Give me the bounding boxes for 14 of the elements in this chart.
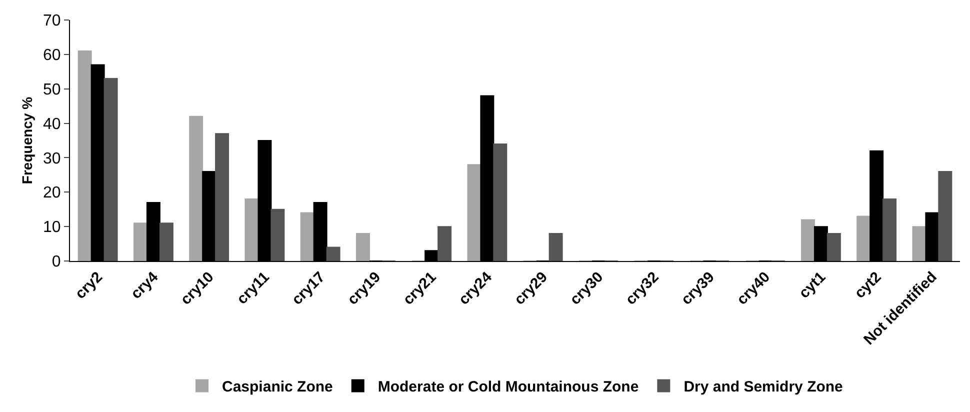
y-tick-label: 60 [43, 47, 61, 64]
y-tick-label: 10 [43, 219, 61, 236]
x-tick-label: cyt1 [796, 268, 830, 302]
x-tick-label: cyt2 [851, 268, 885, 302]
y-tick-label: 0 [52, 254, 61, 271]
y-tick-label: 40 [43, 116, 61, 133]
y-tick-label: 20 [43, 184, 61, 202]
y-tick-label: 30 [43, 150, 61, 168]
y-axis-title: Frequency % [19, 96, 35, 184]
y-tick-label: 70 [43, 12, 61, 30]
y-tick-label: 50 [43, 81, 61, 98]
legend-label: Moderate or Cold Mountainous Zone [378, 378, 639, 396]
legend-label: Caspianic Zone [222, 378, 333, 396]
legend-label: Dry and Semidry Zone [684, 378, 843, 396]
